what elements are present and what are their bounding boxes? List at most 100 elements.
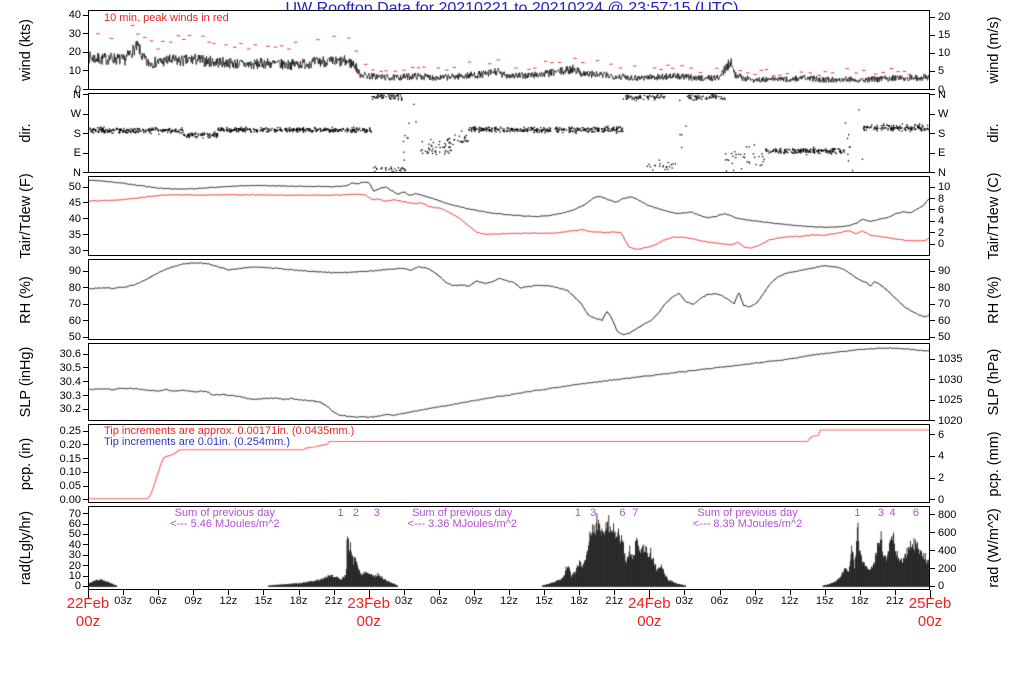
x-tick-minor — [158, 590, 160, 595]
date-text: 25Feb — [908, 595, 952, 612]
ytick-left-dir — [83, 133, 88, 134]
rad-sum-line2-2: <--- 8.39 MJoules/m^2 — [692, 518, 803, 530]
ytick-right-rh — [930, 303, 935, 305]
date-text: 22Feb — [66, 595, 110, 612]
ytick-left-pcp — [83, 499, 88, 501]
ytick-label-right-tair: 4 — [938, 215, 945, 228]
x-tick-minor — [789, 590, 791, 595]
ytick-label-left-pcp: 0.25 — [59, 425, 81, 437]
ytick-label-left-dir: E — [73, 147, 81, 159]
time-text: 00z — [356, 613, 381, 630]
ytick-label-right-tair: 0 — [938, 238, 945, 251]
axis-title-left-rad: rad(Lgly/hr) — [18, 510, 34, 586]
rad-sum-line2-0: <--- 5.46 MJoules/m^2 — [170, 518, 280, 530]
ytick-left-wind — [83, 14, 88, 16]
ytick-left-rad — [83, 554, 88, 556]
ytick-label-right-slp: 1025 — [938, 394, 963, 407]
rad-peak-mark-8: 3 — [877, 507, 884, 519]
ytick-label-right-rad: 600 — [938, 526, 957, 539]
ytick-label-right-rh: 60 — [938, 314, 951, 327]
ytick-left-wind — [83, 51, 88, 53]
rad-peak-mark-0: 1 — [337, 507, 344, 519]
ytick-label-right-slp: 1030 — [938, 373, 963, 386]
ytick-right-rad — [930, 514, 935, 516]
ytick-right-rh — [930, 270, 935, 272]
ytick-label-right-rh: 80 — [938, 281, 951, 294]
x-label-minor: 09z — [745, 595, 764, 607]
axis-title-right-pcp: pcp. (mm) — [986, 430, 1002, 497]
rad-peak-mark-2: 3 — [373, 507, 380, 519]
ytick-label-left-dir: W — [70, 108, 81, 120]
x-label-minor: 12z — [500, 595, 518, 607]
panel-dir-plot — [89, 94, 929, 172]
rad-peak-mark-1: 2 — [352, 507, 359, 519]
rad-sum-line1-0: Sum of previous day — [174, 507, 275, 519]
ytick-left-slp — [83, 367, 88, 369]
ytick-left-tair — [83, 250, 88, 252]
ytick-label-left-pcp: 0.00 — [59, 493, 81, 506]
ytick-label-right-rh: 50 — [938, 331, 951, 344]
time-text: 00z — [917, 613, 943, 630]
ytick-label-right-rad: 400 — [938, 544, 957, 557]
ytick-right-rad — [930, 568, 935, 570]
ytick-label-left-rad: 70 — [68, 507, 81, 520]
ytick-left-pcp — [83, 458, 88, 459]
rad-peak-mark-6: 7 — [632, 507, 639, 519]
ytick-label-left-pcp: 0.05 — [59, 480, 81, 492]
ytick-label-right-wind: 0 — [938, 83, 945, 96]
ytick-right-rh — [930, 336, 935, 338]
ytick-right-pcp — [930, 499, 935, 501]
pcp-tip-note-0: Tip increments are approx. 0.00171in. (0… — [104, 425, 355, 437]
x-label-minor: 21z — [605, 595, 624, 607]
ytick-label-right-tair: 2 — [938, 226, 945, 239]
ytick-label-left-dir: N — [73, 88, 81, 101]
ytick-label-right-dir: W — [938, 108, 949, 120]
time-text: 00z — [75, 613, 101, 630]
ytick-left-rad — [83, 575, 88, 577]
ytick-label-left-rad: 20 — [68, 559, 81, 572]
ytick-left-tair — [83, 186, 88, 188]
x-label-date: 24Feb 00z — [628, 595, 671, 631]
ytick-left-dir — [83, 152, 88, 154]
ytick-label-right-rad: 200 — [938, 562, 957, 575]
date-text: 24Feb — [628, 595, 671, 612]
rad-peak-mark-9: 4 — [889, 507, 896, 519]
ytick-right-slp — [930, 379, 935, 381]
x-label-minor: 06z — [710, 595, 729, 607]
ytick-left-slp — [83, 381, 88, 383]
x-label-minor: 15z — [815, 595, 834, 607]
ytick-left-dir — [83, 94, 88, 95]
ytick-left-rh — [83, 303, 88, 305]
ytick-label-left-wind: 20 — [68, 46, 81, 59]
ytick-right-wind — [930, 34, 935, 36]
x-label-date: 22Feb 00z — [67, 595, 110, 631]
ytick-label-left-rh: 90 — [68, 265, 81, 278]
x-label-minor: 03z — [114, 595, 132, 607]
x-tick-minor — [333, 590, 335, 595]
ytick-right-rad — [930, 550, 935, 552]
x-label-minor: 09z — [465, 595, 483, 607]
x-tick-major — [88, 590, 89, 598]
x-tick-minor — [403, 590, 405, 595]
panel-slp-plot — [89, 344, 929, 420]
ytick-right-tair — [930, 220, 935, 222]
panel-rad — [88, 506, 930, 590]
ytick-label-right-slp: 1035 — [938, 353, 963, 366]
ytick-left-rad — [83, 533, 88, 535]
ytick-right-wind — [930, 52, 935, 54]
axis-title-right-slp: SLP (hPa) — [986, 348, 1002, 416]
ytick-label-left-wind: 0 — [74, 83, 81, 96]
x-tick-minor — [824, 590, 826, 595]
x-tick-minor — [859, 590, 861, 595]
x-label-date: 25Feb 00z — [909, 595, 952, 631]
axis-title-right-tair: Tair/Tdew (C) — [986, 172, 1002, 260]
x-tick-minor — [544, 590, 546, 595]
ytick-right-dir — [930, 152, 935, 154]
ytick-label-right-slp: 1020 — [938, 414, 963, 427]
axis-title-left-dir: dir. — [18, 123, 34, 143]
ytick-right-wind — [930, 16, 935, 18]
axis-title-left-rh: RH (%) — [18, 275, 34, 324]
ytick-right-dir — [930, 172, 935, 173]
ytick-right-wind — [930, 70, 935, 72]
